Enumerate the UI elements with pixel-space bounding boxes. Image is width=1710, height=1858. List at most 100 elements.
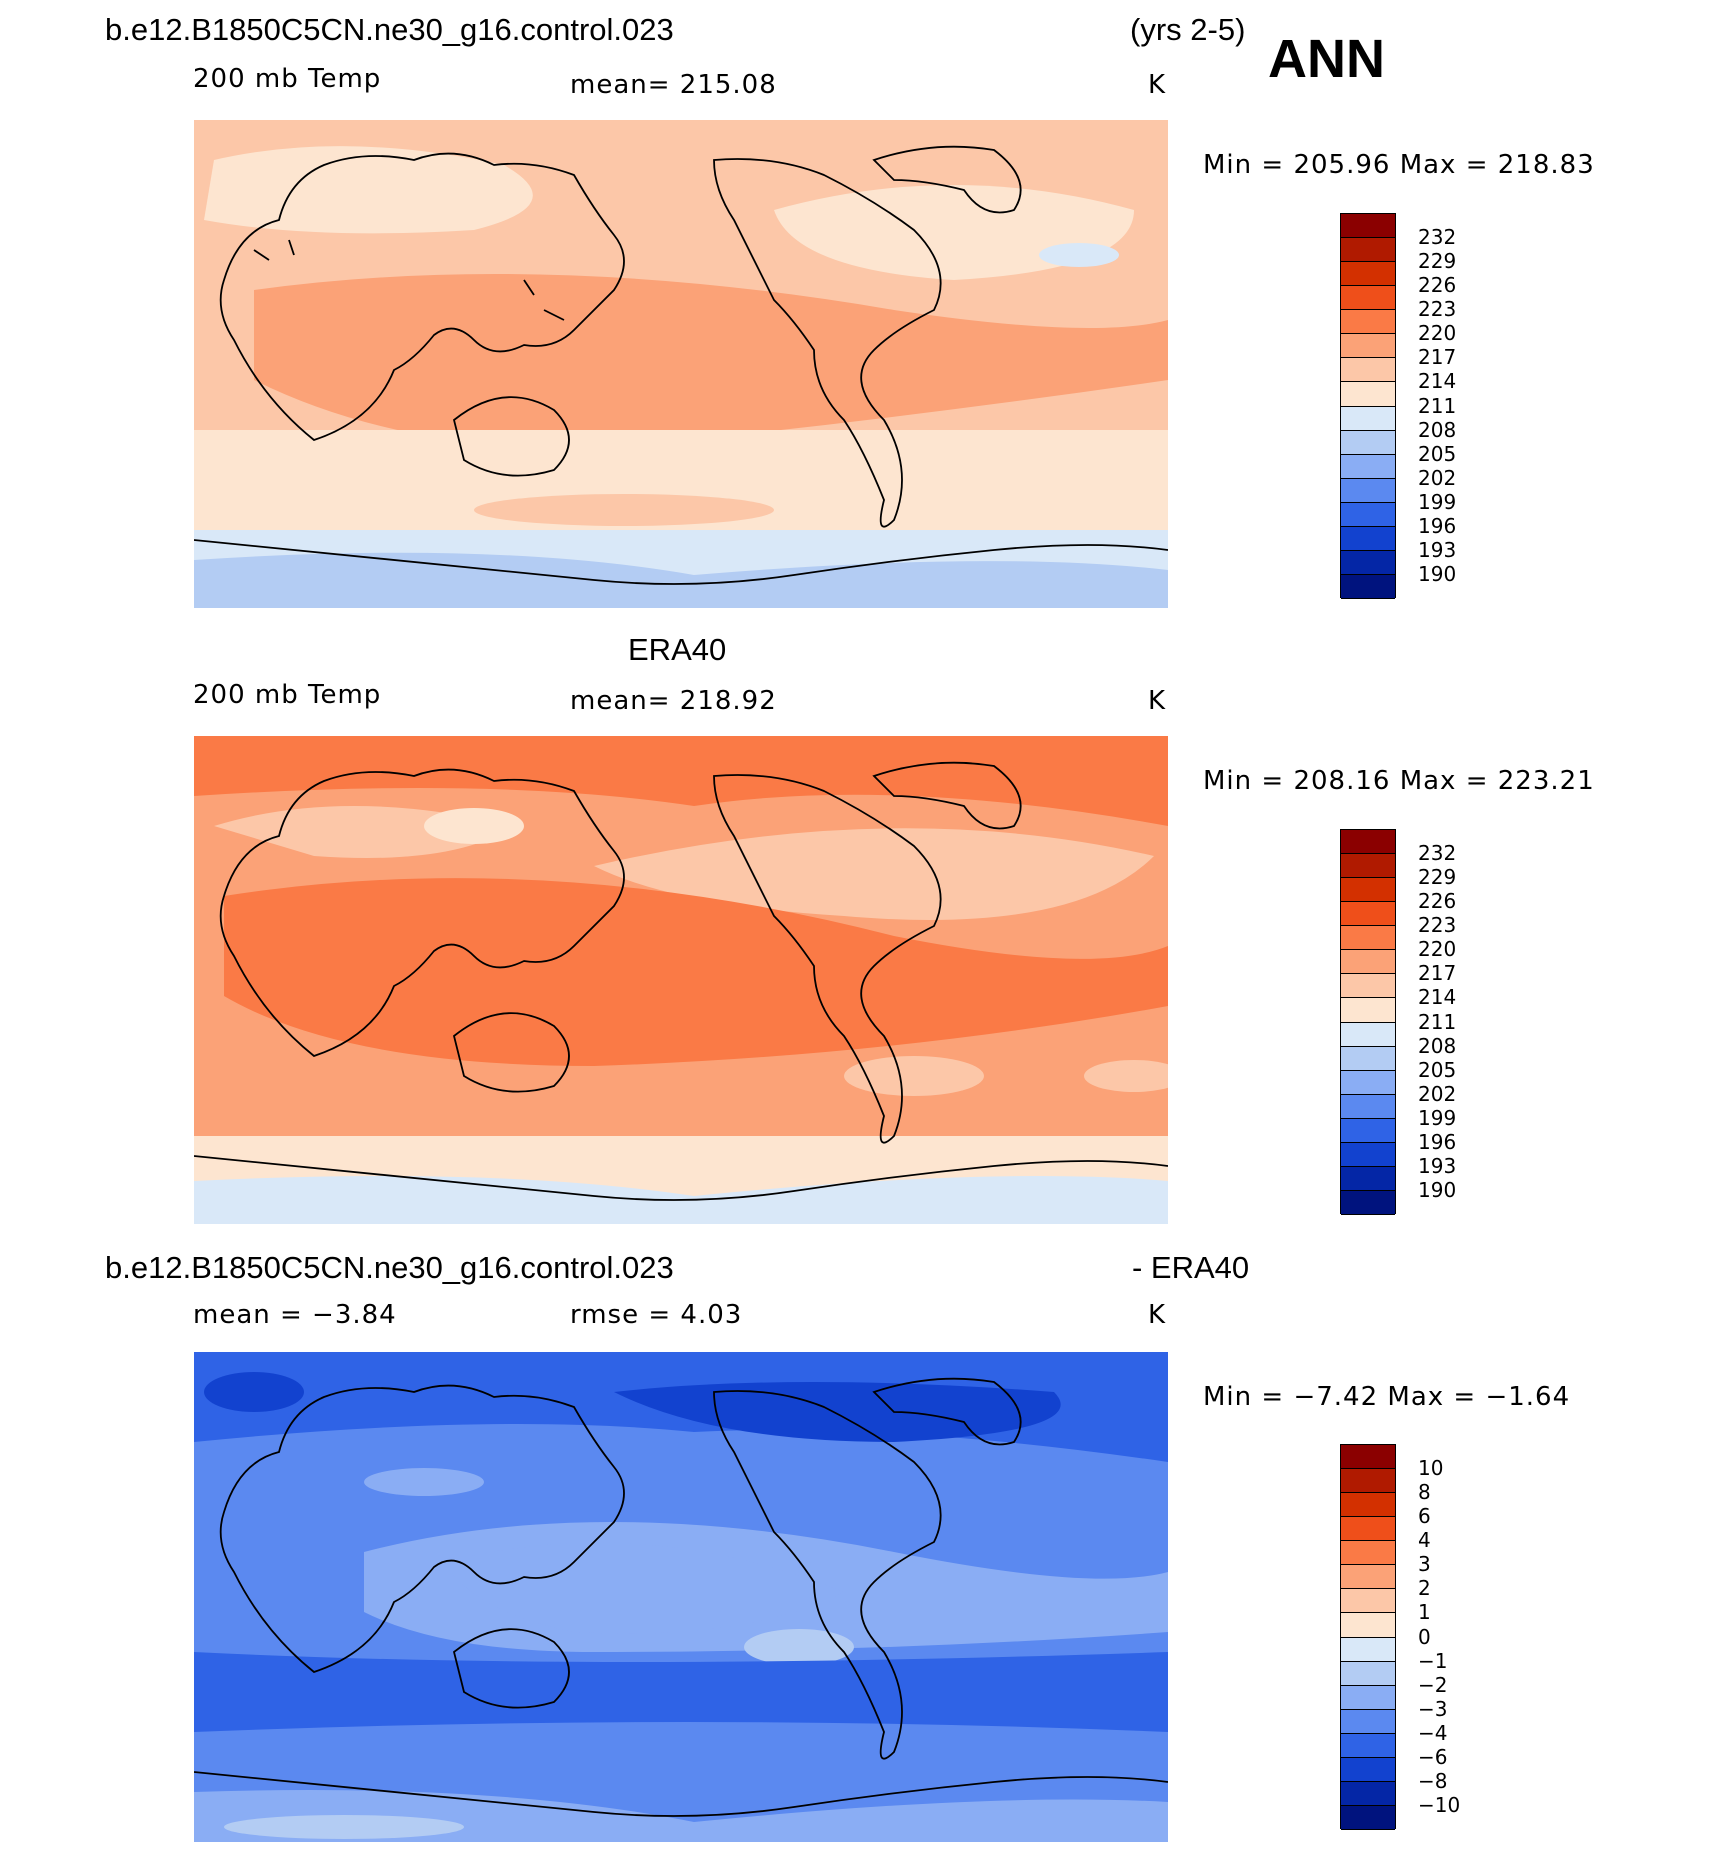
colorbar-label: 229 [1418, 249, 1457, 274]
panel3-title: b.e12.B1850C5CN.ne30_g16.control.023 [105, 1250, 674, 1285]
colorbar-label: 232 [1418, 841, 1457, 866]
colorbar-swatch [1341, 974, 1395, 999]
colorbar-swatch [1341, 1517, 1395, 1542]
colorbar-swatch [1341, 214, 1395, 239]
colorbar-swatch [1341, 1565, 1395, 1590]
colorbar-label: 217 [1418, 961, 1457, 986]
colorbar-label: 208 [1418, 417, 1457, 442]
colorbar-label: −10 [1418, 1792, 1461, 1817]
panel3-south-band [194, 1652, 1168, 1732]
colorbar-swatch [1341, 286, 1395, 311]
colorbar-label: 199 [1418, 1105, 1457, 1130]
colorbar-label: −3 [1418, 1696, 1448, 1721]
colorbar-label: 1 [1418, 1600, 1431, 1625]
colorbar-swatch [1341, 1541, 1395, 1566]
colorbar-label: 211 [1418, 1009, 1457, 1034]
colorbar-label: −2 [1418, 1672, 1448, 1697]
colorbar-label: 196 [1418, 513, 1457, 538]
colorbar-label: −8 [1418, 1768, 1448, 1793]
colorbar-label: 214 [1418, 985, 1457, 1010]
panel2-mean: mean= 218.92 [570, 686, 777, 716]
colorbar-label: 4 [1418, 1528, 1431, 1553]
panel3-title-right: - ERA40 [1132, 1250, 1250, 1285]
colorbar-label: 190 [1418, 1177, 1457, 1202]
colorbar-swatch [1341, 1493, 1395, 1518]
colorbar-label: 205 [1418, 1057, 1457, 1082]
colorbar-swatch [1341, 382, 1395, 407]
colorbar-label: 226 [1418, 889, 1457, 914]
panel3-mean: mean = −3.84 [193, 1300, 397, 1330]
colorbar-label: 0 [1418, 1624, 1431, 1649]
panel2-minmax: Min = 208.16 Max = 223.21 [1203, 766, 1595, 796]
panel2-colorbar [1340, 829, 1396, 1215]
colorbar-swatch [1341, 1166, 1395, 1191]
panel3-warm-patch [744, 1629, 854, 1665]
colorbar-label: 223 [1418, 297, 1457, 322]
colorbar-label: 3 [1418, 1552, 1431, 1577]
colorbar-label: −4 [1418, 1720, 1448, 1745]
colorbar-swatch [1341, 550, 1395, 575]
panel1-tropical-band [254, 274, 1168, 450]
colorbar-swatch [1341, 1118, 1395, 1143]
colorbar-swatch [1341, 830, 1395, 855]
colorbar-swatch [1341, 454, 1395, 479]
panel1-south-band [194, 430, 1168, 530]
panel1-mean: mean= 215.08 [570, 70, 777, 100]
colorbar-swatch [1341, 526, 1395, 551]
colorbar-swatch [1341, 310, 1395, 335]
colorbar-swatch [1341, 1469, 1395, 1494]
colorbar-swatch [1341, 358, 1395, 383]
panel3-minmax: Min = −7.42 Max = −1.64 [1203, 1382, 1571, 1412]
colorbar-label: 193 [1418, 537, 1457, 562]
panel3-colorbar [1340, 1444, 1396, 1830]
colorbar-label: 8 [1418, 1480, 1431, 1505]
colorbar-label: −6 [1418, 1744, 1448, 1769]
colorbar-label: 190 [1418, 561, 1457, 586]
panel1-units: K [1148, 70, 1167, 100]
colorbar-swatch [1341, 1070, 1395, 1095]
panel1-coastlines [194, 145, 1168, 585]
case-title: b.e12.B1850C5CN.ne30_g16.control.023 [105, 12, 674, 47]
panel1-band-eurasia [204, 146, 533, 234]
colorbar-swatch [1341, 1685, 1395, 1710]
colorbar-swatch [1341, 926, 1395, 951]
colorbar-label: 229 [1418, 865, 1457, 890]
panel3-units: K [1148, 1300, 1167, 1330]
colorbar-swatch [1341, 406, 1395, 431]
colorbar-swatch [1341, 902, 1395, 927]
colorbar-swatch [1341, 1046, 1395, 1071]
colorbar-swatch [1341, 1094, 1395, 1119]
colorbar-swatch [1341, 1445, 1395, 1470]
colorbar-label: 220 [1418, 937, 1457, 962]
colorbar-label: 193 [1418, 1153, 1457, 1178]
panel2-tropical-band [224, 878, 1168, 1066]
colorbar-label: 211 [1418, 393, 1457, 418]
colorbar-swatch [1341, 998, 1395, 1023]
colorbar-label: 199 [1418, 489, 1457, 514]
colorbar-swatch [1341, 1637, 1395, 1662]
colorbar-swatch [1341, 1661, 1395, 1686]
panel2-variable: 200 mb Temp [193, 680, 382, 710]
colorbar-swatch [1341, 950, 1395, 975]
colorbar-label: 214 [1418, 369, 1457, 394]
colorbar-label: 223 [1418, 913, 1457, 938]
colorbar-swatch [1341, 1190, 1395, 1215]
colorbar-swatch [1341, 1781, 1395, 1806]
colorbar-swatch [1341, 334, 1395, 359]
colorbar-label: 217 [1418, 345, 1457, 370]
colorbar-swatch [1341, 502, 1395, 527]
colorbar-label: 196 [1418, 1129, 1457, 1154]
colorbar-swatch [1341, 574, 1395, 599]
colorbar-swatch [1341, 854, 1395, 879]
colorbar-label: −1 [1418, 1648, 1448, 1673]
colorbar-label: 10 [1418, 1456, 1444, 1481]
panel1-colorbar [1340, 213, 1396, 599]
panel1-cold-patch [1039, 243, 1119, 267]
colorbar-swatch [1341, 1142, 1395, 1167]
colorbar-label: 208 [1418, 1033, 1457, 1058]
years-label: (yrs 2-5) [1130, 12, 1246, 47]
colorbar-label: 6 [1418, 1504, 1431, 1529]
colorbar-label: 232 [1418, 225, 1457, 250]
colorbar-label: 205 [1418, 441, 1457, 466]
colorbar-swatch [1341, 1805, 1395, 1830]
